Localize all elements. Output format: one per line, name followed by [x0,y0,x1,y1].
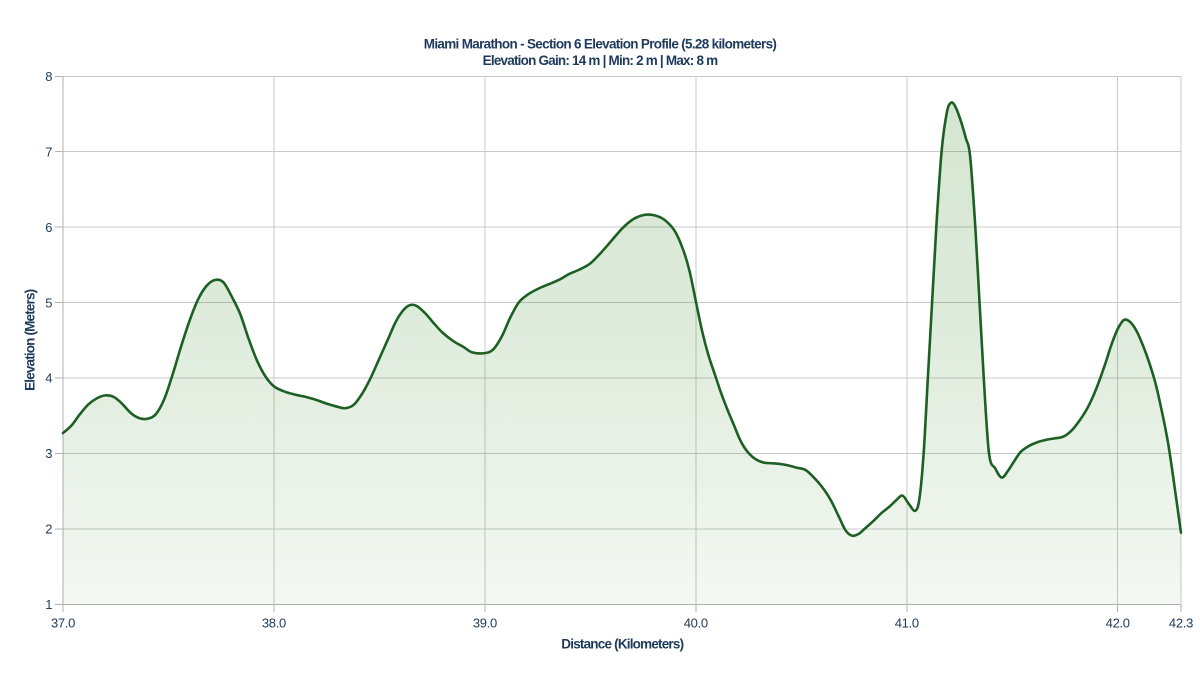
svg-text:6: 6 [45,220,52,235]
svg-text:7: 7 [45,144,52,159]
svg-text:Elevation Gain: 14 m | Min: 2: Elevation Gain: 14 m | Min: 2 m | Max: 8… [483,53,718,68]
svg-text:2: 2 [45,522,52,537]
svg-text:41.0: 41.0 [895,615,919,630]
svg-text:38.0: 38.0 [262,615,286,630]
svg-text:37.0: 37.0 [51,615,75,630]
svg-text:Distance (Kilometers): Distance (Kilometers) [561,636,683,651]
svg-text:42.0: 42.0 [1106,615,1130,630]
svg-text:39.0: 39.0 [473,615,497,630]
svg-text:40.0: 40.0 [684,615,708,630]
svg-text:3: 3 [45,446,52,461]
svg-text:4: 4 [45,371,52,386]
svg-text:42.3: 42.3 [1169,615,1193,630]
svg-text:5: 5 [45,295,52,310]
svg-text:Elevation (Meters): Elevation (Meters) [23,289,38,391]
svg-text:1: 1 [45,597,52,612]
svg-text:8: 8 [45,69,52,84]
svg-text:Miami Marathon - Section 6 Ele: Miami Marathon - Section 6 Elevation Pro… [424,37,777,52]
